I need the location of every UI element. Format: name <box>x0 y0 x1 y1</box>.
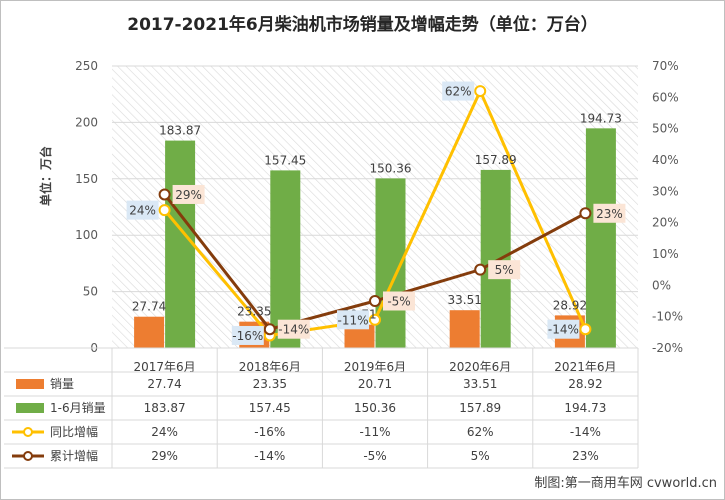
category-label: 2021年6月 <box>554 360 616 374</box>
line-marker <box>369 295 381 307</box>
bar-data-label: 157.45 <box>264 153 306 167</box>
line-data-label: -14% <box>278 323 309 337</box>
line-data-label: -16% <box>232 329 263 343</box>
line-label-box <box>383 291 415 311</box>
table-value: 20.71 <box>358 377 392 391</box>
bar-ytd-sales <box>165 140 196 348</box>
table-value: 62% <box>467 425 494 439</box>
table-value: -14% <box>254 449 285 463</box>
source-credit: 制图:第一商用车网 cvworld.cn <box>534 476 717 491</box>
line-label-box <box>593 203 626 223</box>
line-marker <box>158 204 171 217</box>
category-label: 2017年6月 <box>134 360 196 374</box>
table-value: 183.87 <box>144 401 186 415</box>
bar-data-label: 33.51 <box>448 293 482 307</box>
line-label-box <box>442 81 475 101</box>
bar-data-label: 28.92 <box>553 298 587 312</box>
y2-tick-label: 60% <box>652 90 679 104</box>
y2-tick-label: 0% <box>652 278 671 292</box>
legend-label: 同比增幅 <box>50 424 98 439</box>
bar-ytd-sales <box>585 128 616 348</box>
table-value: 23% <box>572 449 599 463</box>
y2-tick-label: 30% <box>652 184 679 198</box>
table-value: 28.92 <box>568 377 602 391</box>
table-value: 157.45 <box>249 401 291 415</box>
category-label: 2019年6月 <box>344 360 406 374</box>
y2-tick-label: 50% <box>652 122 679 136</box>
line-marker <box>474 263 487 276</box>
table-value: 23.35 <box>253 377 287 391</box>
bar-ytd-sales <box>270 170 301 348</box>
bar-data-label: 27.74 <box>132 300 166 314</box>
table-value: 33.51 <box>463 377 497 391</box>
bar-sales <box>344 324 375 348</box>
legend-swatch <box>16 379 44 389</box>
y2-tick-label: -10% <box>652 310 683 324</box>
line-data-label: 29% <box>175 188 202 202</box>
table-value: -16% <box>254 425 285 439</box>
bar-sales <box>449 310 480 348</box>
table-value: 27.74 <box>147 377 181 391</box>
line-data-label: 5% <box>495 263 514 277</box>
legend-marker <box>23 451 33 461</box>
table-value: 194.73 <box>564 401 606 415</box>
y2-tick-label: 20% <box>652 216 679 230</box>
bar-sales <box>134 316 165 348</box>
line-data-label: -14% <box>548 323 579 337</box>
line-marker <box>579 207 592 220</box>
line-label-box <box>126 200 159 220</box>
y2-tick-label: 40% <box>652 153 679 167</box>
line-data-label: 23% <box>596 207 623 221</box>
table-value: -5% <box>363 449 386 463</box>
line-marker <box>474 85 487 98</box>
bar-data-label: 23.35 <box>237 305 271 319</box>
legend-label: 累计增幅 <box>50 448 98 463</box>
line-data-label: 24% <box>129 204 156 218</box>
line-label-box <box>547 319 580 339</box>
y2-tick-label: -20% <box>652 341 683 355</box>
line-marker <box>369 313 381 326</box>
line-marker <box>263 323 276 336</box>
line-label-box <box>337 310 369 330</box>
line-label-box <box>277 319 310 339</box>
bar-data-label: 157.89 <box>475 153 517 167</box>
table-value: 24% <box>151 425 178 439</box>
y2-tick-label: 10% <box>652 247 679 261</box>
legend-label: 销量 <box>50 377 74 391</box>
legend-marker <box>23 427 33 437</box>
bar-data-label: 194.73 <box>580 111 622 125</box>
table-value: 150.36 <box>354 401 396 415</box>
category-label: 2020年6月 <box>449 360 511 374</box>
bar-ytd-sales <box>480 169 511 348</box>
line-marker <box>579 323 592 336</box>
line-data-label: -11% <box>337 313 368 327</box>
bar-data-label: 150.36 <box>370 161 412 175</box>
table-value: 29% <box>151 449 178 463</box>
line-label-box <box>172 184 205 204</box>
y-tick-label: 50 <box>83 285 98 299</box>
line-data-label: 62% <box>445 85 472 99</box>
y-tick-label: 200 <box>75 115 98 129</box>
y-tick-label: 150 <box>75 172 98 186</box>
table-value: -11% <box>359 425 390 439</box>
y-tick-label: 100 <box>75 228 98 242</box>
y2-tick-label: 70% <box>652 59 679 73</box>
y-tick-label: 250 <box>75 59 98 73</box>
chart-title: 2017-2021年6月柴油机市场销量及增幅走势（单位：万台） <box>127 15 598 35</box>
legend-swatch <box>16 403 44 413</box>
line-label-box <box>231 325 264 345</box>
line-label-box <box>488 260 521 280</box>
table-value: 157.89 <box>459 401 501 415</box>
line-data-label: -5% <box>387 295 410 309</box>
bar-data-label: 183.87 <box>159 124 201 138</box>
table-value: 5% <box>471 449 490 463</box>
legend-label: 1-6月销量 <box>50 401 106 415</box>
line-marker <box>158 188 171 201</box>
table-value: -14% <box>570 425 601 439</box>
category-label: 2018年6月 <box>239 360 301 374</box>
